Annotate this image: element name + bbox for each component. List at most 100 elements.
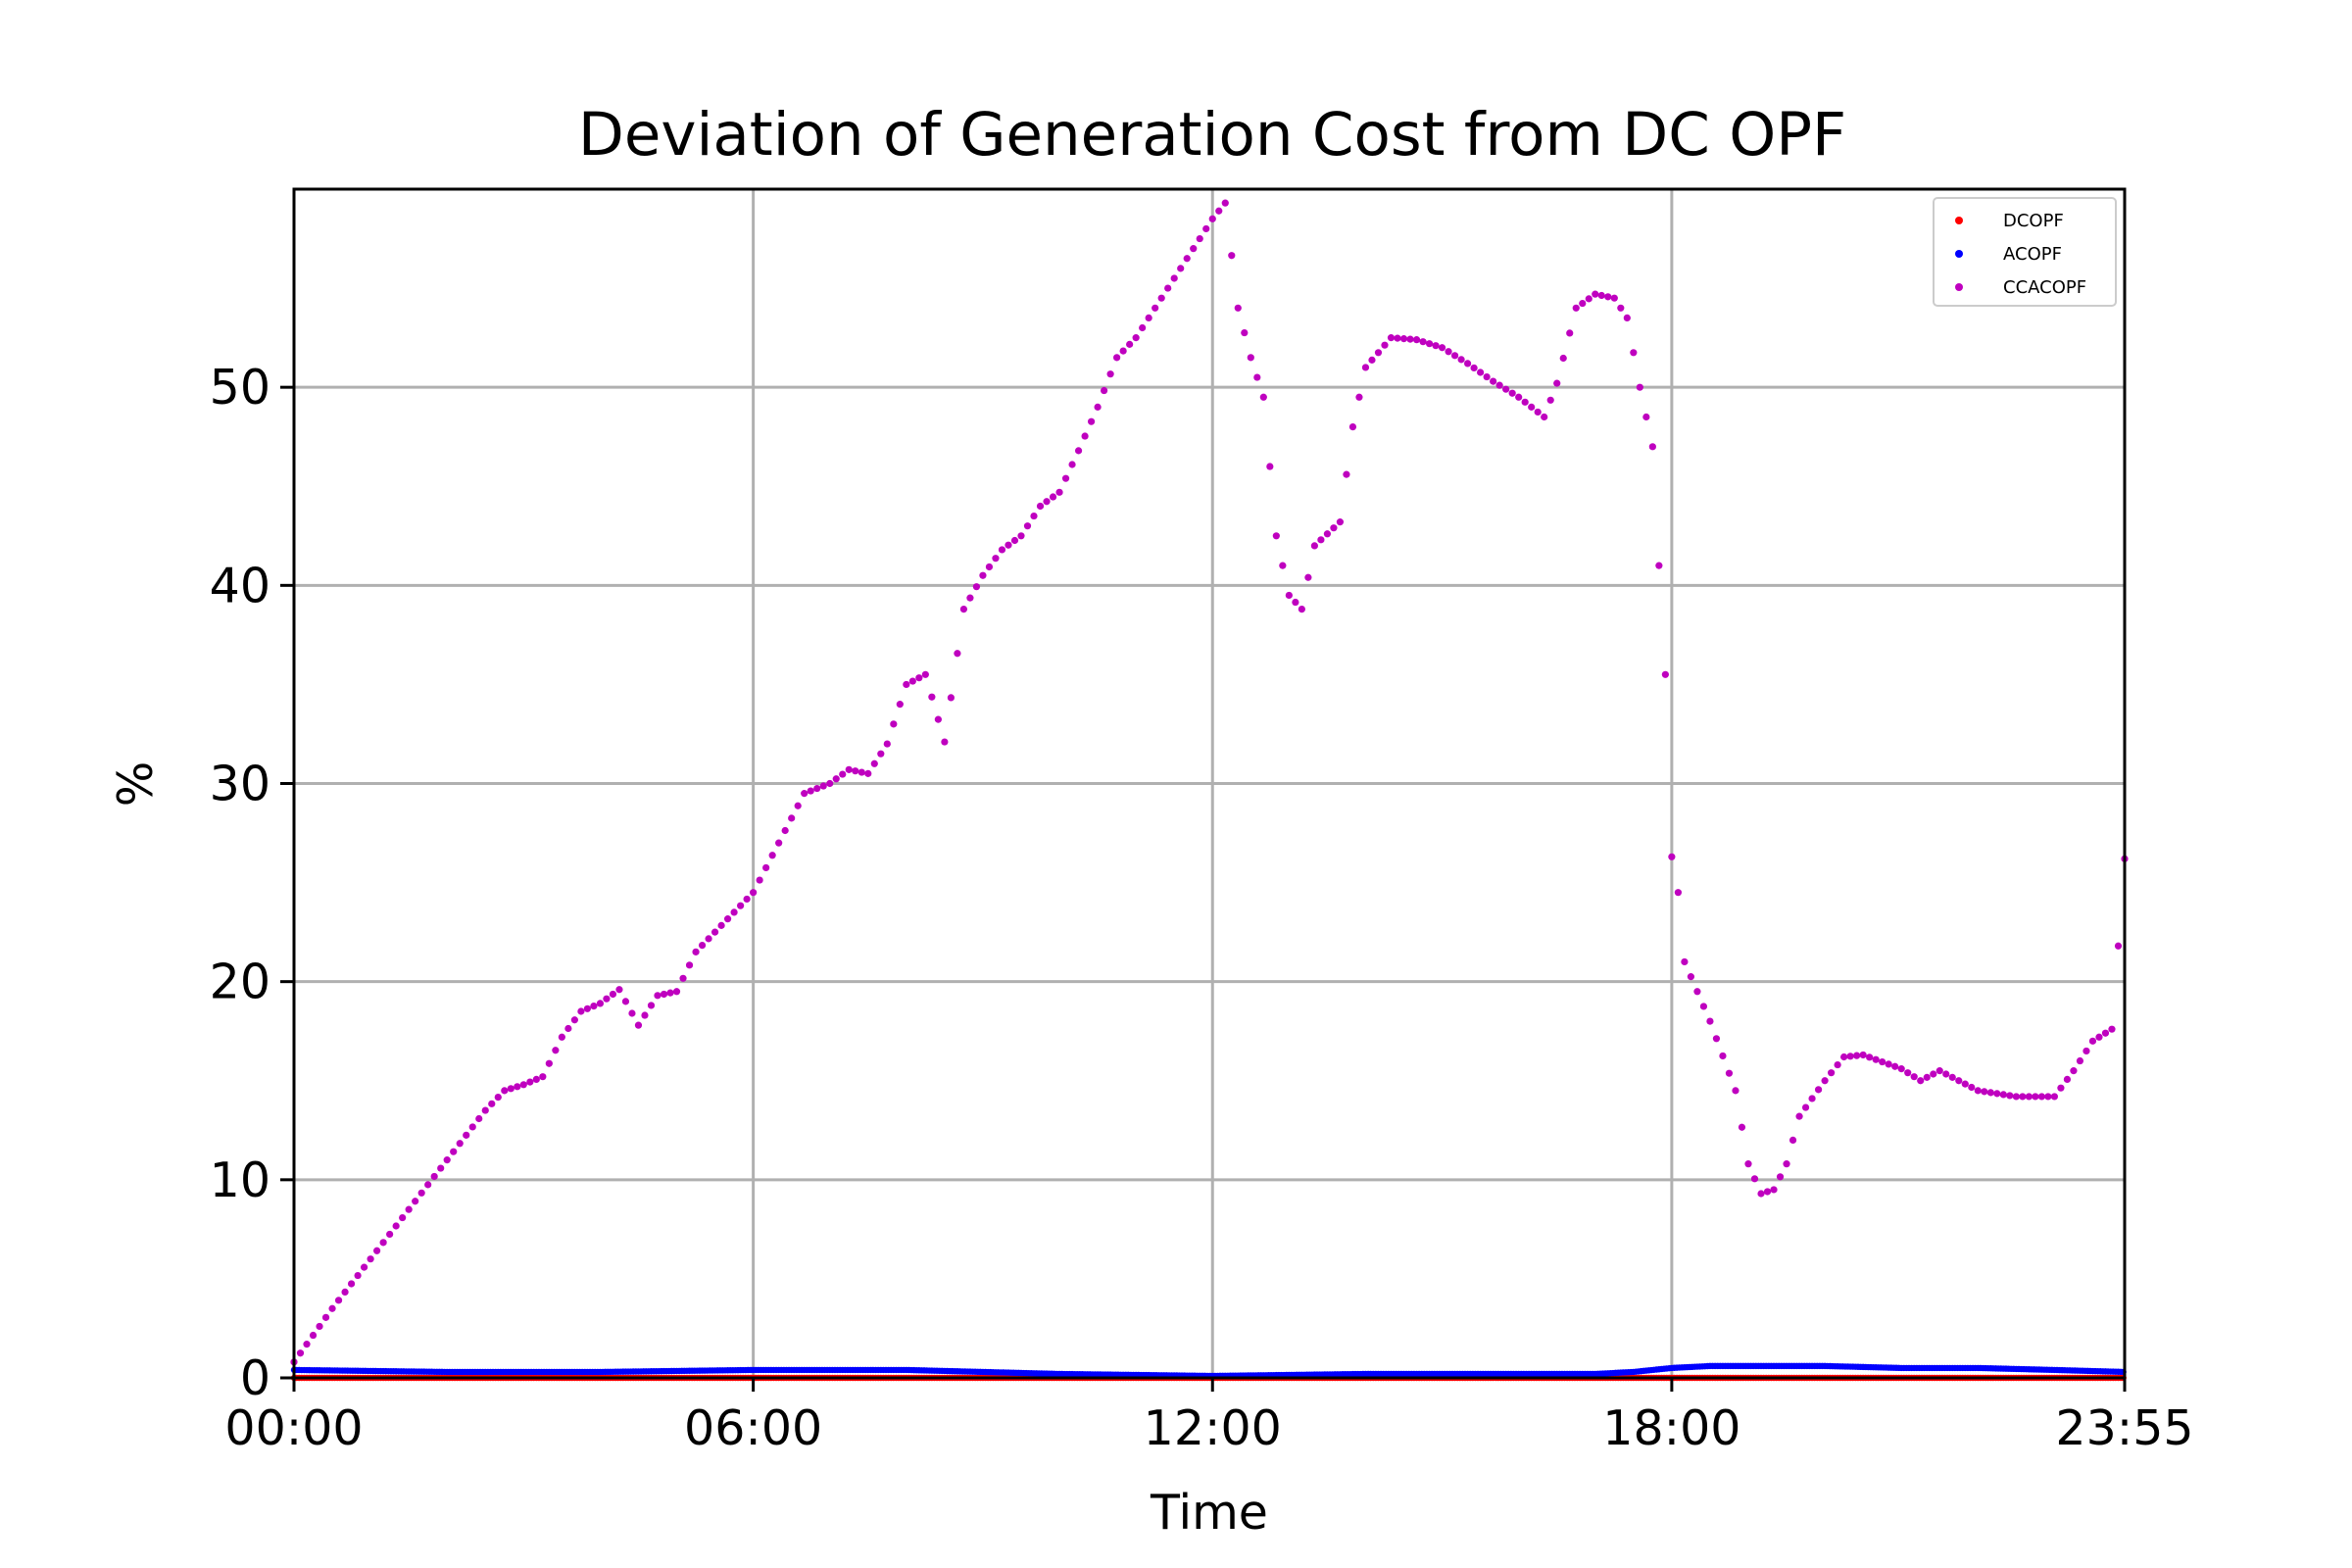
data-point (1234, 304, 1242, 312)
data-point (1215, 207, 1223, 215)
data-point (2006, 1092, 2014, 1100)
data-point (1043, 498, 1051, 506)
data-point (839, 770, 847, 778)
data-point (692, 948, 700, 956)
data-point (412, 1198, 419, 1205)
data-point (915, 674, 923, 682)
data-point (1450, 352, 1459, 360)
data-point (1732, 1087, 1740, 1095)
data-point (570, 1016, 578, 1024)
data-point (730, 908, 738, 916)
data-point (1592, 290, 1599, 298)
data-point (1981, 1088, 1988, 1096)
data-point (1368, 356, 1376, 364)
data-point (826, 779, 834, 788)
data-point (1566, 329, 1574, 337)
data-point (1993, 1090, 2001, 1098)
data-point (609, 990, 617, 999)
y-tick-label: 20 (210, 955, 270, 1010)
data-point (1559, 354, 1567, 363)
y-axis-title: % (108, 761, 164, 808)
data-point (481, 1106, 489, 1114)
data-point (1285, 591, 1293, 600)
data-point (1834, 1060, 1841, 1069)
data-point (1266, 463, 1274, 470)
data-point (819, 782, 827, 790)
data-point (1795, 1112, 1803, 1120)
series-ccacopf (290, 199, 2129, 1366)
x-tick-label: 00:00 (224, 1400, 363, 1456)
data-point (501, 1087, 509, 1095)
data-point (1706, 1017, 1714, 1025)
data-point (1355, 393, 1363, 401)
data-point (813, 784, 821, 793)
axis-ticks: 00:00 06:00 12:00 18:00 23:55 0 10 20 30 40 50 (210, 360, 2194, 1456)
data-point (634, 1021, 643, 1029)
data-point (1445, 348, 1452, 356)
data-point (1840, 1053, 1848, 1061)
data-point (1961, 1080, 1969, 1088)
data-point (1579, 299, 1587, 308)
data-point (660, 990, 668, 999)
data-point (1725, 1069, 1734, 1077)
data-point (1228, 252, 1236, 260)
data-point (1648, 443, 1656, 451)
data-point (1438, 344, 1446, 352)
data-point (903, 680, 910, 689)
data-point (443, 1156, 451, 1164)
data-point (1776, 1173, 1785, 1181)
data-point (558, 1033, 565, 1041)
data-point (430, 1172, 438, 1181)
data-point (679, 974, 687, 982)
y-tick-label: 50 (210, 360, 270, 416)
legend-label: DCOPF (2003, 211, 2064, 231)
data-point (1763, 1188, 1772, 1196)
data-point (1636, 383, 1643, 391)
data-point (1272, 532, 1280, 540)
data-point (1419, 338, 1427, 346)
data-point (1930, 1070, 1937, 1078)
data-point (2076, 1056, 2084, 1065)
data-point (347, 1280, 356, 1288)
data-point (1585, 295, 1592, 303)
data-point (328, 1304, 336, 1312)
data-point (908, 677, 916, 685)
data-point (1502, 385, 1510, 393)
data-point (941, 738, 949, 746)
data-point (877, 750, 885, 758)
data-point (743, 895, 751, 904)
data-point (590, 1003, 598, 1010)
data-point (1986, 1089, 1994, 1097)
data-point (2044, 1093, 2052, 1101)
data-point (1298, 605, 1305, 613)
data-point (768, 852, 776, 859)
data-point (1490, 377, 1497, 385)
legend-label: CCACOPF (2003, 277, 2086, 298)
data-point (1866, 1054, 1874, 1061)
data-point (437, 1164, 445, 1172)
data-point (296, 1349, 305, 1357)
data-point (2037, 1093, 2045, 1101)
data-point (1036, 502, 1045, 511)
data-point (1152, 304, 1159, 312)
data-point (1017, 532, 1025, 540)
data-point (552, 1047, 560, 1054)
data-point (985, 563, 994, 571)
data-point (928, 693, 936, 701)
legend-marker (1955, 217, 1963, 224)
legend: DCOPF ACOPF CCACOPF (1933, 197, 2117, 307)
data-point (577, 1007, 585, 1015)
data-point (864, 769, 872, 777)
data-point (698, 942, 707, 950)
data-point (750, 889, 758, 897)
data-point (1968, 1083, 1976, 1092)
data-point (1553, 379, 1561, 387)
data-point (959, 605, 968, 613)
data-point (1126, 340, 1134, 348)
data-point (1999, 1091, 2007, 1099)
data-point (1292, 598, 1299, 607)
data-point (475, 1114, 483, 1123)
data-point (1113, 354, 1121, 362)
data-point (1942, 1070, 1950, 1078)
data-point (1139, 323, 1147, 332)
